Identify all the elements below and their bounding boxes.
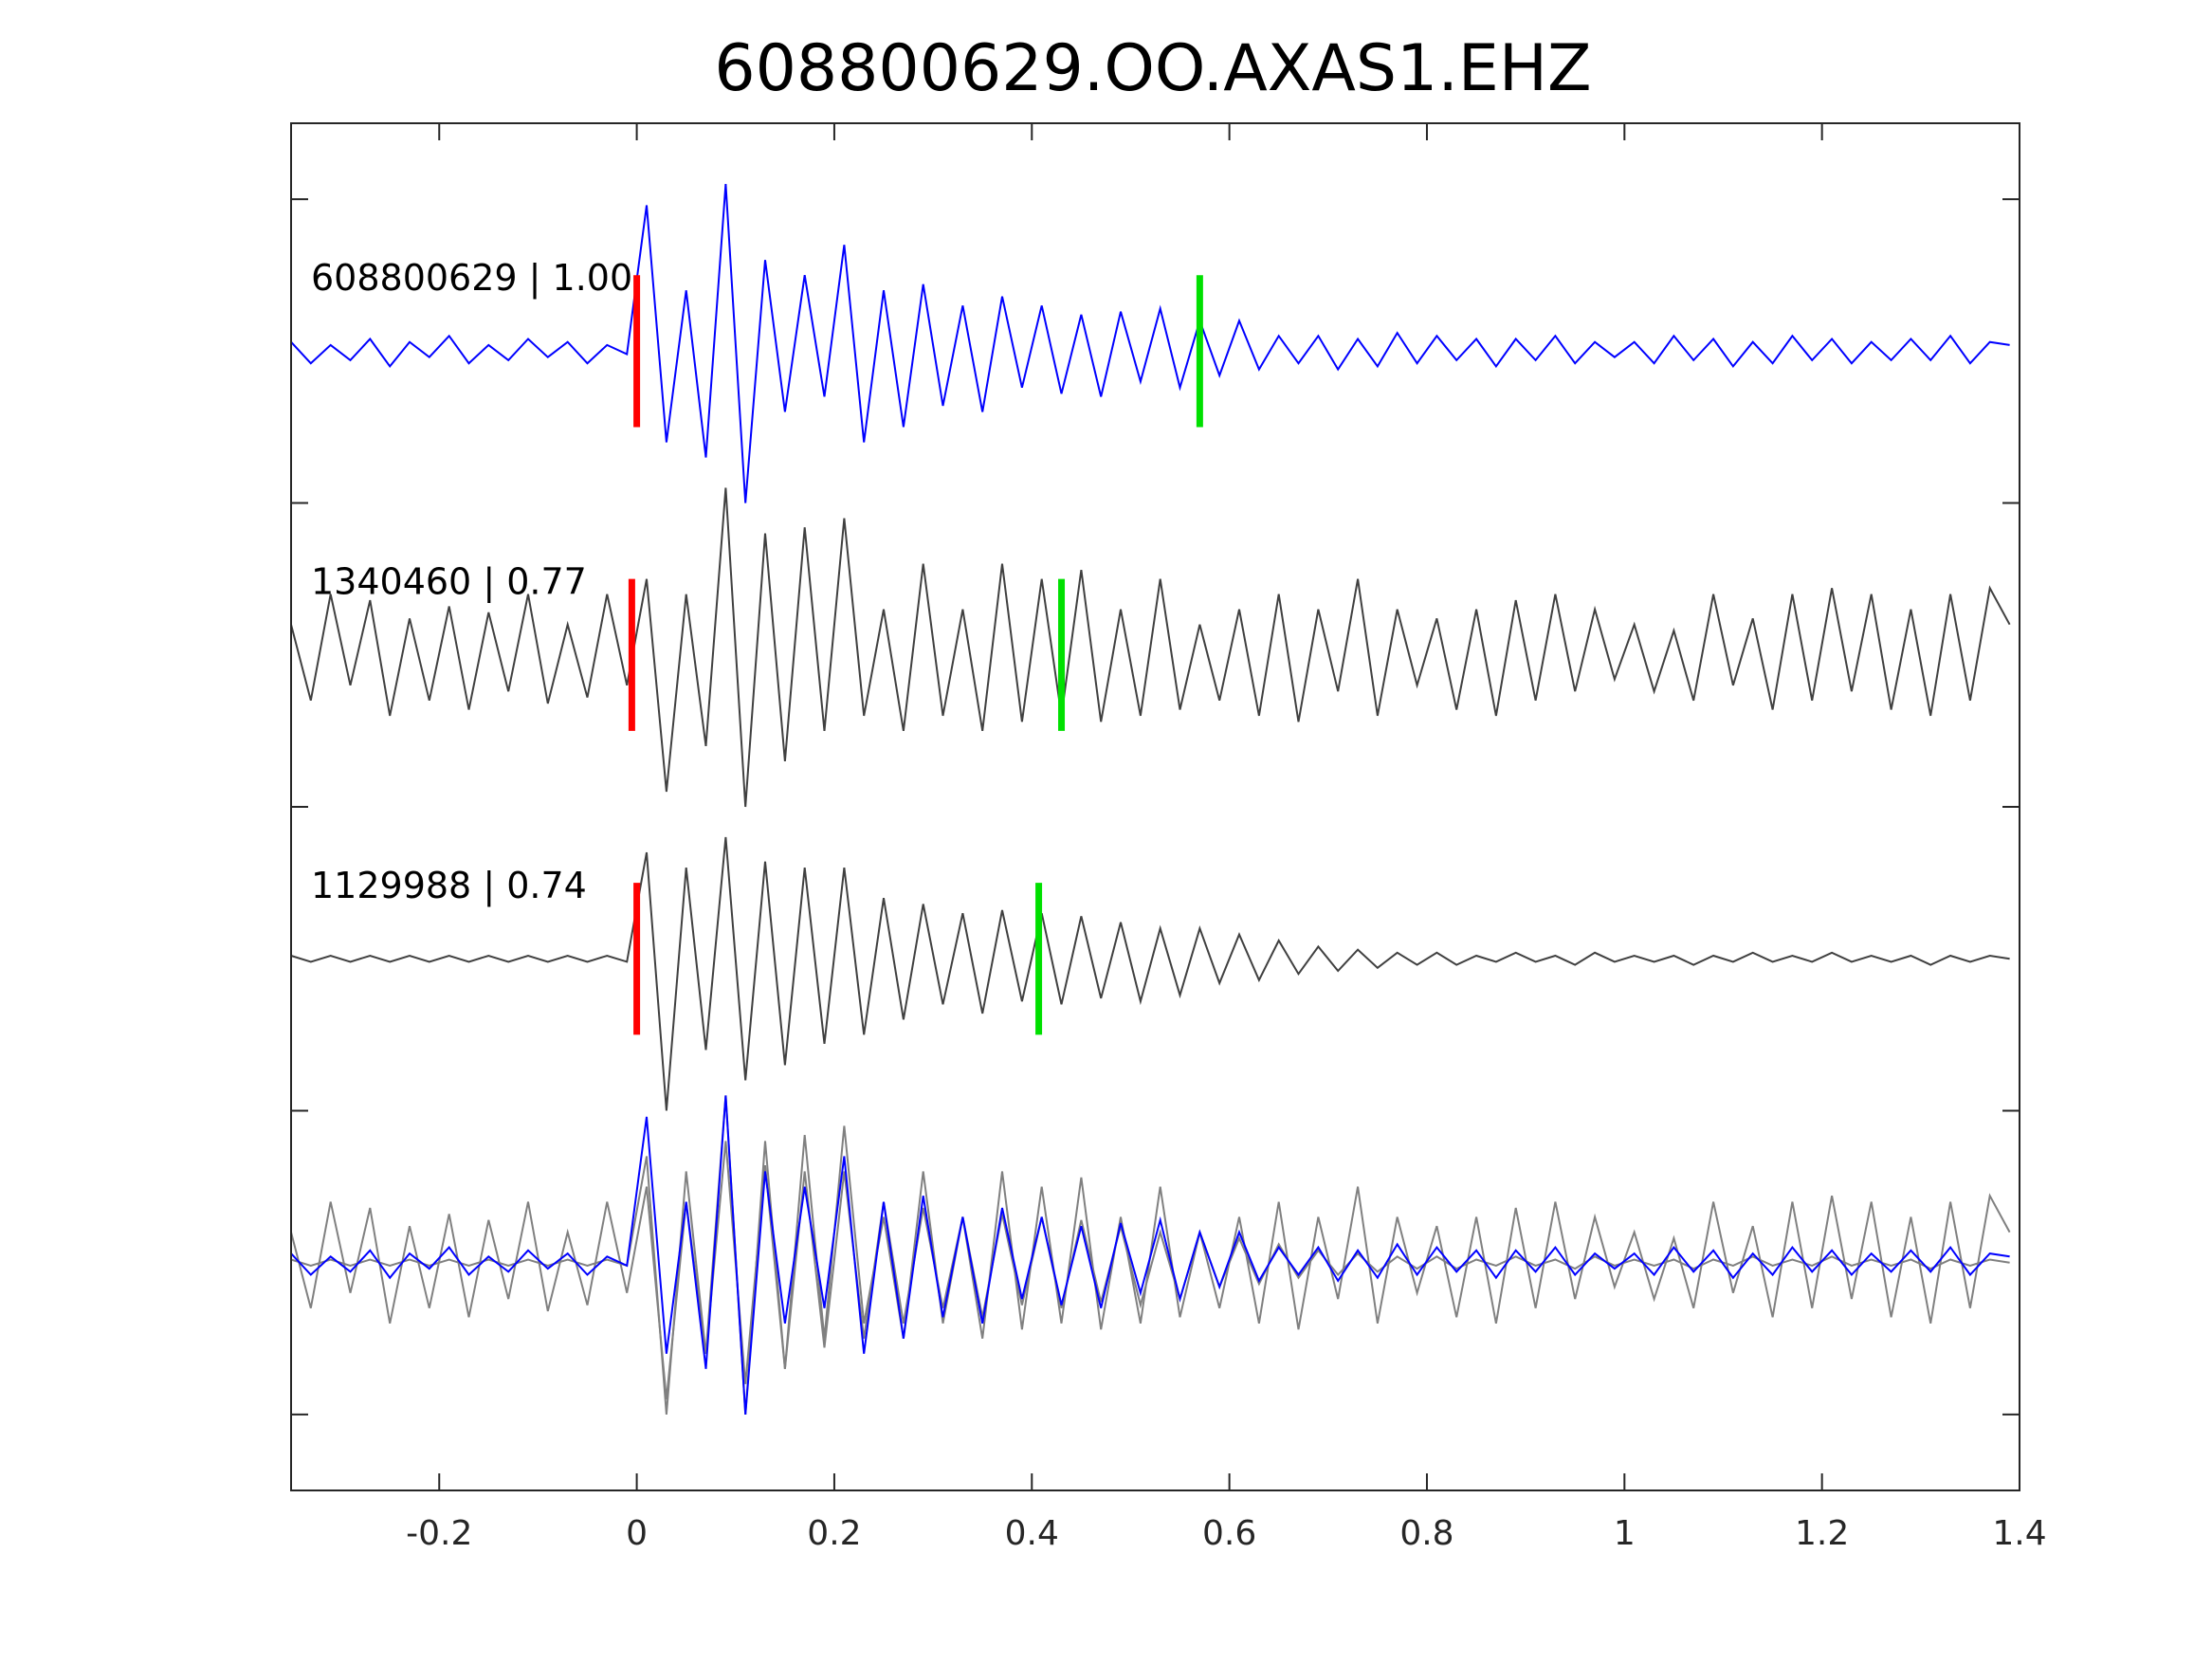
plot-area: 608800629 | 1.00 1340460 | 0.77 1129988 | … bbox=[290, 184, 2011, 1415]
x-tick-label: 1.4 bbox=[1992, 1514, 2046, 1553]
trace-1 bbox=[290, 184, 2010, 503]
chart-title: 608800629.OO.AXAS1.EHZ bbox=[714, 31, 1591, 106]
x-tick-label: 0.2 bbox=[807, 1514, 861, 1553]
x-tick-label: 1 bbox=[1614, 1514, 1636, 1553]
x-tick-label: -0.2 bbox=[406, 1514, 472, 1553]
trace-2 bbox=[290, 487, 2011, 808]
axis-ticks: -0.2 0 0.2 0.4 0.6 0.8 1 1.2 1.4 bbox=[291, 123, 2047, 1553]
trace-label-1: 608800629 | 1.00 bbox=[311, 257, 632, 300]
trace-label-2: 1340460 | 0.77 bbox=[311, 561, 587, 604]
trace-3 bbox=[290, 836, 2010, 1111]
x-tick-label: 0.4 bbox=[1005, 1514, 1059, 1553]
x-tick-label: 0.6 bbox=[1202, 1514, 1256, 1553]
x-tick-label: 0.8 bbox=[1399, 1514, 1453, 1553]
overlay-trace-3 bbox=[290, 1141, 2010, 1415]
x-tick-label: 0 bbox=[626, 1514, 648, 1553]
overlay-trace-reference bbox=[290, 1095, 2010, 1415]
trace-label-3: 1129988 | 0.74 bbox=[311, 865, 587, 907]
x-tick-label: 1.2 bbox=[1795, 1514, 1849, 1553]
